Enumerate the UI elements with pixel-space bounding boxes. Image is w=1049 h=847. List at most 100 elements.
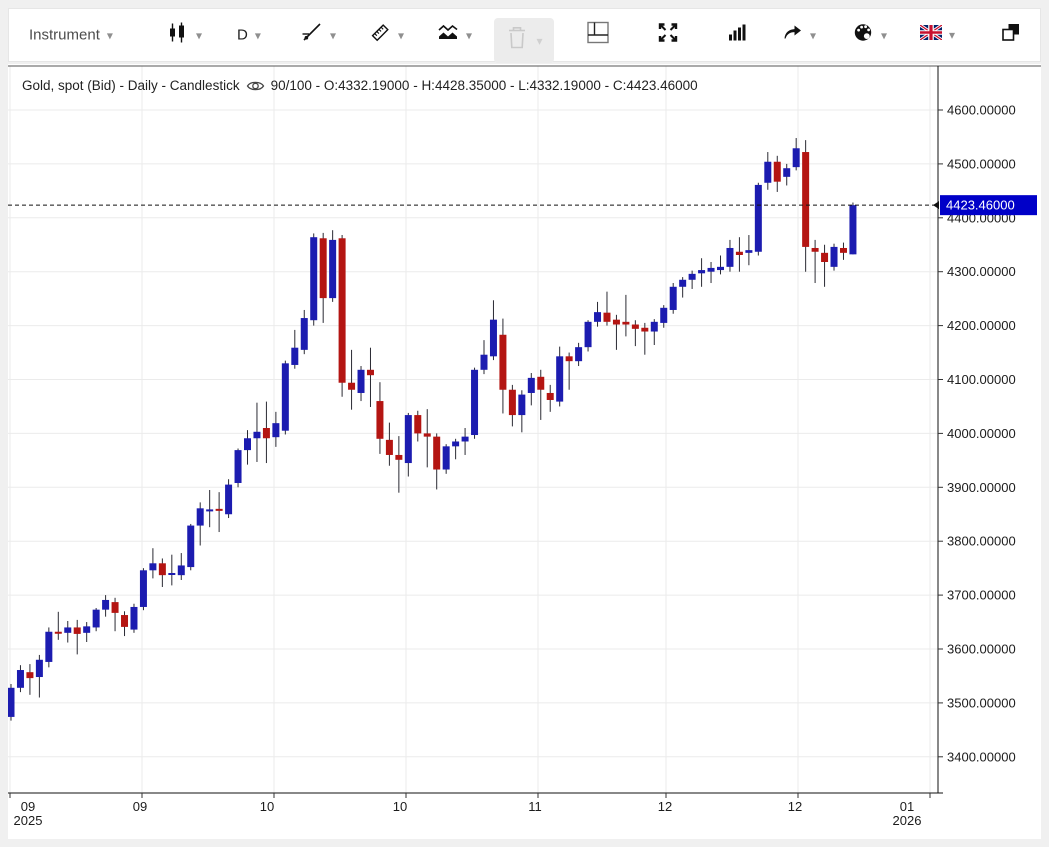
candle-body (187, 525, 195, 568)
y-axis-label: 3800.00000 (947, 534, 1016, 549)
candle-body (404, 415, 412, 464)
candle-body (244, 438, 251, 451)
candle-body (849, 205, 857, 255)
candle-body (726, 247, 734, 267)
y-axis-label: 3500.00000 (947, 695, 1016, 710)
chevron-down-icon: ▾ (254, 28, 261, 42)
candle-body (537, 376, 545, 390)
candle-body (688, 273, 696, 280)
candle-body (641, 327, 649, 332)
chevron-down-icon: ▾ (106, 28, 113, 42)
eye-icon[interactable] (246, 79, 265, 93)
candle-body (8, 687, 15, 717)
candle-body (272, 423, 280, 438)
period-label: D (237, 26, 248, 44)
x-axis-label: 01 (900, 799, 914, 814)
candle-body (679, 279, 687, 287)
instrument-dropdown[interactable]: Instrument ▾ (29, 27, 113, 44)
candle-body (73, 627, 81, 634)
price-chart[interactable]: 4600.000004500.000004400.000004300.00000… (8, 64, 1041, 839)
candle-body (575, 347, 583, 362)
delete-drawing-button[interactable]: ▾ (494, 18, 554, 63)
candle-body (792, 148, 800, 168)
grid-crosshair-toggle[interactable] (585, 20, 611, 51)
candle-body (168, 573, 176, 576)
candle-body (518, 394, 526, 416)
candle-body (64, 627, 72, 633)
candle-body (802, 152, 810, 247)
x-axis-label: 12 (788, 799, 802, 814)
candle-body (631, 324, 639, 329)
candle-body (499, 334, 507, 390)
candle-body (45, 631, 53, 662)
volume-toggle[interactable] (726, 22, 748, 49)
current-price-tag: 4423.46000 (933, 195, 1037, 216)
candle-body (357, 369, 365, 393)
theme-dropdown[interactable]: ▾ (852, 22, 887, 49)
x-axis-label: 12 (658, 799, 672, 814)
toolbar: Instrument ▾ ▾ D ▾ ▾ (8, 8, 1041, 63)
instrument-dropdown-label: Instrument (29, 26, 100, 44)
candle-body (177, 565, 185, 576)
candle-body (565, 356, 573, 362)
candle-body (16, 670, 24, 688)
candle-body (442, 446, 450, 470)
candle-body (414, 415, 422, 434)
y-axis-label: 4300.00000 (947, 264, 1016, 279)
candle-body (584, 321, 592, 348)
candle-body (215, 508, 223, 511)
chart-title: Gold, spot (Bid) - Daily - Candlestick 9… (22, 78, 698, 93)
period-dropdown[interactable]: D ▾ (237, 27, 261, 44)
language-dropdown[interactable]: ▾ (919, 23, 956, 45)
trendline-icon (301, 22, 323, 49)
candle-body (612, 319, 620, 325)
y-axis-label: 4000.00000 (947, 426, 1016, 441)
indicators-dropdown[interactable]: ▾ (437, 22, 472, 49)
current-price-label: 4423.46000 (946, 198, 1015, 213)
candle-body (158, 563, 166, 576)
candle-body (433, 436, 441, 470)
y-axis-label: 3900.00000 (947, 480, 1016, 495)
ruler-tool-dropdown[interactable]: ▾ (369, 22, 404, 49)
chevron-down-icon: ▾ (949, 28, 956, 42)
candle-body (206, 509, 214, 512)
candles-layer (8, 138, 857, 721)
candle-body (92, 609, 100, 628)
candle-body (262, 428, 270, 439)
candle-body (338, 238, 346, 383)
share-icon (781, 22, 803, 49)
candle-body (821, 252, 829, 262)
candlestick-icon (167, 22, 189, 49)
y-axis-label: 4100.00000 (947, 372, 1016, 387)
chart-type-dropdown[interactable]: ▾ (167, 22, 202, 49)
candle-body (754, 184, 762, 252)
x-axis-label: 09 (21, 799, 35, 814)
candle-body (471, 369, 479, 436)
layout-button[interactable] (1000, 22, 1022, 49)
candle-body (423, 433, 431, 437)
candle-body (603, 312, 611, 322)
fullscreen-button[interactable] (657, 22, 679, 49)
candle-body (594, 312, 602, 322)
candle-body (622, 321, 630, 325)
share-dropdown[interactable]: ▾ (781, 22, 816, 49)
candle-body (830, 246, 838, 267)
grid-lines (8, 66, 938, 793)
indicators-icon (437, 22, 459, 49)
candle-body (839, 247, 847, 253)
candle-body (717, 266, 724, 271)
trash-icon (505, 25, 529, 56)
candle-body (300, 318, 308, 350)
trendline-tool-dropdown[interactable]: ▾ (301, 22, 336, 49)
candle-body (385, 439, 393, 455)
candle-body (54, 631, 62, 634)
candle-body (376, 401, 384, 439)
candle-body (319, 238, 327, 299)
candle-body (669, 286, 677, 310)
candle-body (508, 389, 516, 416)
candle-body (546, 392, 554, 400)
candle-body (26, 672, 34, 679)
grid-crosshair-icon (585, 20, 611, 51)
fullscreen-icon (657, 22, 679, 49)
